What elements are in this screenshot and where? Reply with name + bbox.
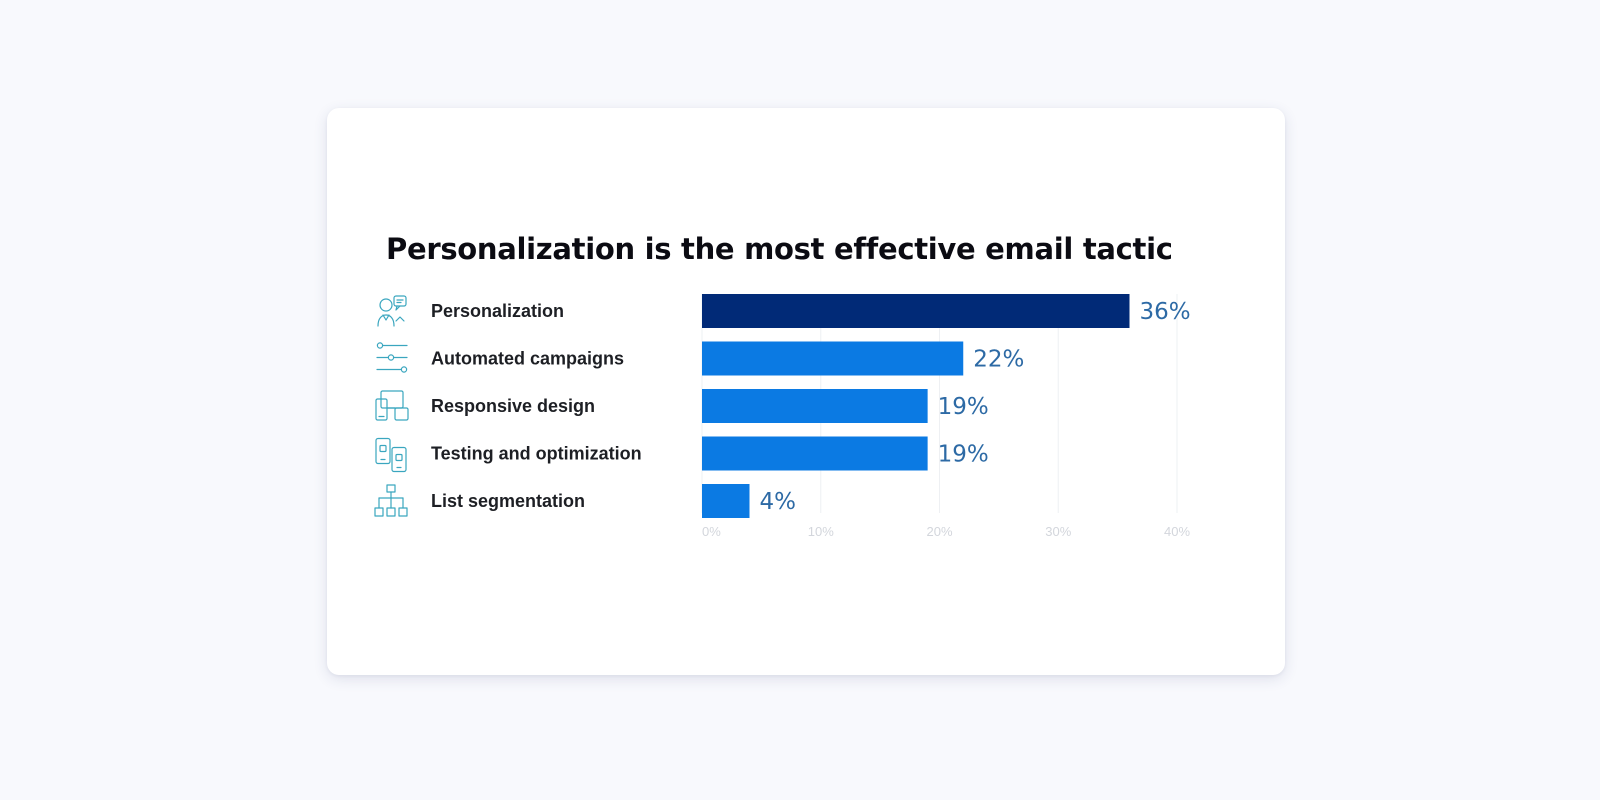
- devices-icon: [375, 390, 409, 421]
- bar-chart: 36% 22% 19% 19% 4% Personalization Automated …: [374, 294, 1191, 539]
- category-label: Responsive design: [431, 396, 595, 416]
- value-label: 22%: [973, 347, 1024, 373]
- bars: 36% 22% 19% 19% 4%: [702, 294, 1191, 518]
- x-tick-label: 30%: [1045, 524, 1071, 539]
- x-tick-label: 40%: [1164, 524, 1190, 539]
- x-tick-label: 10%: [808, 524, 834, 539]
- category-label: List segmentation: [431, 491, 585, 511]
- value-label: 36%: [1140, 299, 1191, 325]
- sliders-icon: [376, 342, 408, 373]
- value-label: 19%: [938, 442, 989, 468]
- value-label: 19%: [938, 394, 989, 420]
- bar: [702, 389, 928, 423]
- org-tree-icon: [374, 484, 408, 517]
- x-tick-label: 20%: [926, 524, 952, 539]
- bar: [702, 341, 964, 376]
- chart-title: Personalization is the most effective em…: [386, 232, 1173, 266]
- value-label: 4%: [760, 489, 797, 515]
- category-label: Testing and optimization: [431, 444, 642, 464]
- x-tick-label: 0%: [702, 524, 721, 539]
- bar: [702, 436, 928, 471]
- category-labels: Personalization Automated campaigns Respon…: [374, 295, 642, 517]
- person-chat-icon: [377, 295, 407, 327]
- category-label: Personalization: [431, 301, 564, 321]
- x-axis: 0% 10% 20% 30% 40%: [702, 524, 1190, 539]
- bar: [702, 484, 750, 518]
- mobile-test-icon: [375, 437, 407, 473]
- bar: [702, 294, 1130, 328]
- category-label: Automated campaigns: [431, 349, 624, 369]
- chart-card: Personalization is the most effective em…: [327, 108, 1285, 675]
